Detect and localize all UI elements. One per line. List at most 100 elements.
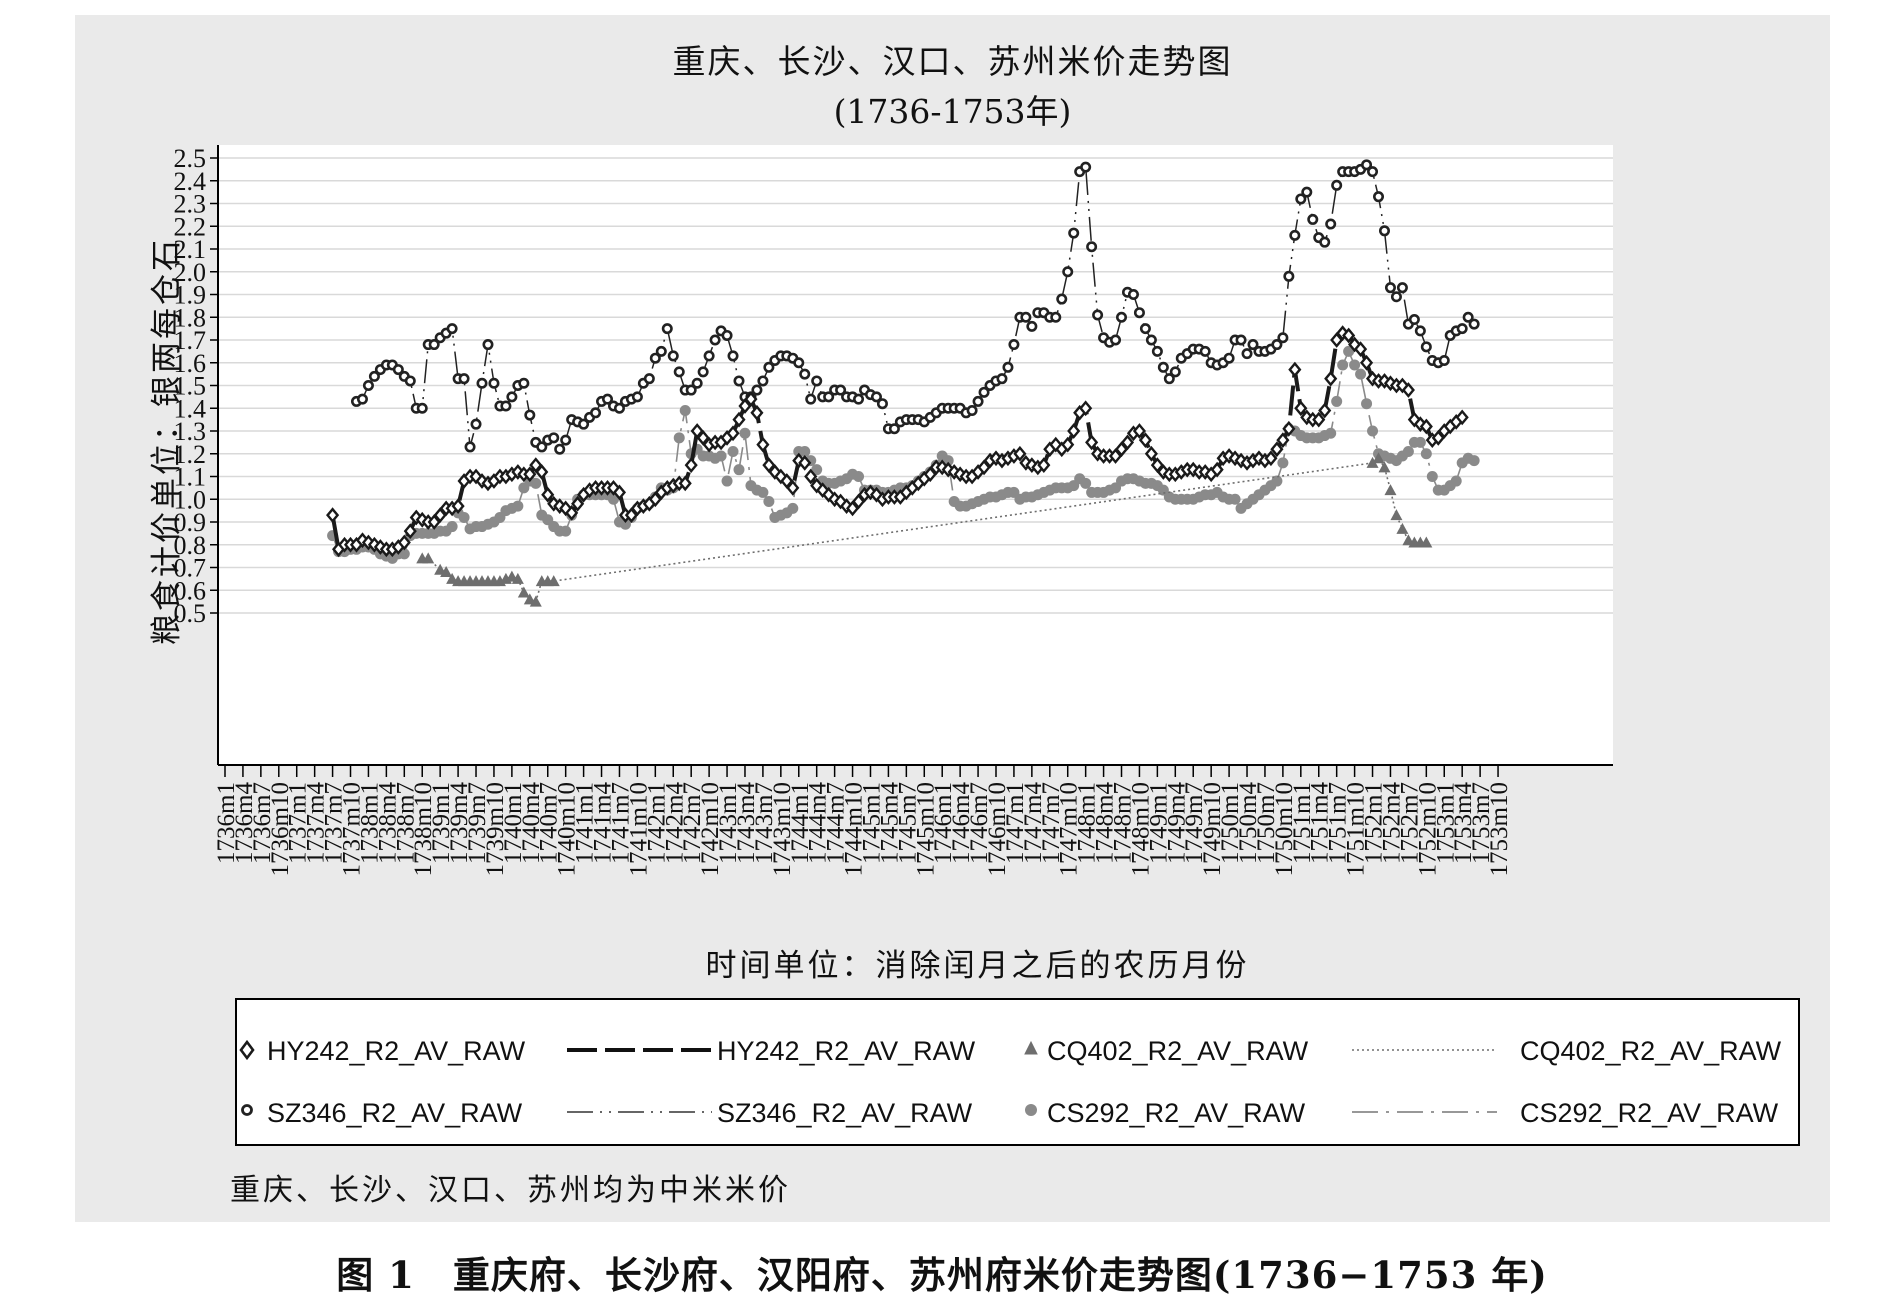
data-point	[811, 375, 823, 387]
data-point	[690, 423, 704, 439]
data-point	[1108, 448, 1123, 464]
y-tick-label: 0.7	[174, 554, 207, 583]
data-point	[823, 391, 835, 403]
x-tick-label: 1747m7	[1038, 782, 1065, 864]
x-tick-label: 1747m10	[1056, 782, 1083, 876]
data-point	[977, 459, 991, 476]
triangle-marker-icon	[1024, 1040, 1038, 1055]
data-point	[1384, 282, 1396, 294]
data-point	[1419, 418, 1433, 435]
data-point	[648, 491, 662, 508]
data-point	[506, 391, 518, 403]
data-point	[1330, 332, 1344, 348]
data-point	[1289, 229, 1301, 241]
data-point	[612, 484, 627, 501]
data-point	[1325, 218, 1337, 230]
x-tick-label: 1746m4	[948, 782, 975, 864]
data-point	[1086, 241, 1098, 253]
x-tick-label: 1739m10	[482, 782, 509, 876]
data-point	[422, 552, 435, 564]
data-point	[458, 373, 470, 385]
data-point	[1110, 334, 1122, 346]
data-point	[631, 391, 643, 403]
data-point	[763, 361, 775, 373]
data-point	[512, 500, 524, 512]
data-point	[1343, 345, 1355, 357]
x-tick-label: 1746m10	[984, 782, 1011, 876]
x-tick-label: 1743m4	[733, 782, 760, 864]
data-point	[1151, 345, 1163, 357]
x-tick-label: 1749m1	[1145, 782, 1172, 864]
y-tick-label: 2.4	[174, 167, 207, 196]
data-point	[1277, 332, 1289, 344]
x-tick-label: 1753m7	[1468, 782, 1495, 864]
data-point	[845, 500, 860, 517]
data-point	[446, 323, 458, 335]
data-point	[1020, 311, 1032, 323]
x-axis-label: 时间单位：消除闰月之后的农历月份	[705, 948, 1250, 984]
long-dash-dot-line-icon	[1352, 1111, 1497, 1113]
y-tick-label: 1.7	[174, 326, 207, 355]
data-point	[750, 404, 764, 421]
legend-label: CS292_R2_AV_RAW	[1047, 1098, 1306, 1128]
y-tick-label: 1.9	[174, 281, 207, 310]
x-tick-label: 1742m1	[643, 782, 670, 864]
line-chart: 0.50.60.70.80.91.01.11.21.31.41.51.61.71…	[174, 144, 1613, 876]
data-point	[1144, 445, 1158, 462]
data-point	[1414, 436, 1426, 448]
data-point	[548, 432, 560, 444]
x-tick-label: 1751m4	[1307, 782, 1334, 864]
data-point	[786, 480, 800, 496]
data-point	[1420, 341, 1432, 353]
data-point	[804, 468, 818, 485]
x-tick-label: 1738m4	[374, 782, 401, 864]
data-point	[571, 495, 585, 512]
x-tick-label: 1748m4	[1092, 782, 1119, 864]
data-point	[661, 323, 673, 335]
x-tick-label: 1747m1	[1002, 782, 1029, 864]
data-point	[464, 441, 476, 453]
data-point	[524, 409, 536, 421]
x-tick-label: 1747m4	[1020, 782, 1047, 864]
data-point	[1325, 427, 1337, 439]
data-point	[428, 339, 440, 351]
data-point	[1318, 402, 1332, 419]
data-point	[751, 384, 763, 396]
data-point	[1132, 423, 1147, 439]
data-point	[1342, 327, 1356, 344]
y-tick-label: 1.4	[174, 394, 207, 423]
x-tick-label: 1740m4	[518, 782, 545, 864]
data-point	[590, 407, 602, 419]
data-point	[757, 486, 769, 498]
x-tick-label: 1745m4	[876, 782, 903, 864]
data-point	[547, 575, 560, 587]
data-point	[1384, 484, 1397, 496]
data-point	[613, 402, 625, 414]
data-point	[607, 493, 619, 505]
data-point	[624, 507, 638, 524]
chart-note: 重庆、长沙、汉口、苏州均为中米米价	[230, 1173, 791, 1208]
data-point	[1092, 309, 1104, 321]
y-tick-label: 0.6	[174, 576, 207, 605]
data-point	[811, 464, 823, 476]
y-tick-label: 2.3	[174, 190, 207, 219]
x-tick-label: 1736m10	[267, 782, 294, 876]
data-point	[739, 427, 751, 439]
data-point	[446, 521, 458, 533]
data-point	[851, 493, 866, 510]
chart-title: 重庆、长沙、汉口、苏州米价走势图	[672, 42, 1233, 81]
data-point	[1373, 191, 1385, 203]
data-point	[678, 475, 692, 492]
legend-label: CQ402_R2_AV_RAW	[1520, 1036, 1782, 1066]
x-tick-label: 1737m7	[321, 782, 348, 864]
data-point	[1367, 166, 1379, 178]
data-point	[733, 375, 745, 387]
data-point	[756, 436, 770, 453]
legend-row-2: SZ346_R2_AV_RAW SZ346_R2_AV_RAW CS292_R2…	[237, 1092, 1798, 1132]
legend-label: CQ402_R2_AV_RAW	[1047, 1036, 1309, 1066]
data-point	[1061, 436, 1075, 453]
data-point	[966, 405, 978, 417]
data-point	[1390, 509, 1403, 521]
x-tick-label: 1741m1	[572, 782, 599, 864]
y-tick-label: 0.9	[174, 508, 207, 537]
